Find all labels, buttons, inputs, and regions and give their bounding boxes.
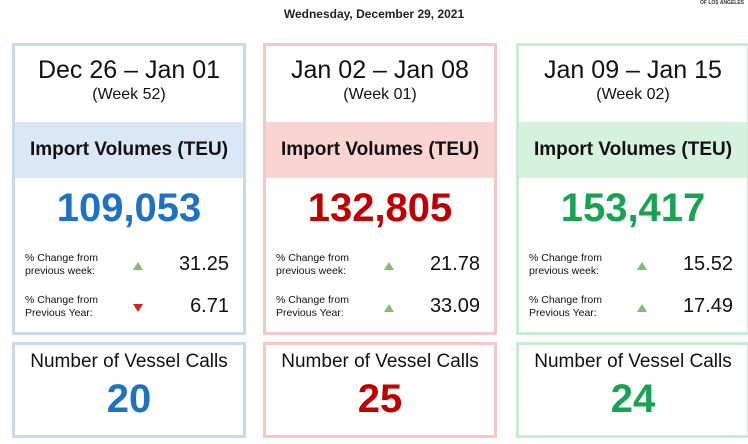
teu-value: 109,053 <box>56 186 202 230</box>
vessel-label: Number of Vessel Calls <box>534 351 732 372</box>
week-card: Jan 09 – Jan 15 (Week 02) Import Volumes (… <box>516 43 748 335</box>
week-number: (Week 01) <box>343 86 417 103</box>
change-label: % Change from Previous Year: <box>276 294 349 319</box>
arrow-shape <box>133 304 143 312</box>
change-label: % Change from previous week: <box>25 252 98 277</box>
import-label: Import Volumes (TEU) <box>266 122 494 178</box>
change-arrow <box>133 304 143 312</box>
vessel-value: 25 <box>357 377 403 421</box>
change-value: 17.49 <box>682 295 733 317</box>
import-label: Import Volumes (TEU) <box>519 122 747 178</box>
change-value: 15.52 <box>682 253 733 275</box>
vessel-value: 20 <box>106 377 152 421</box>
teu-value: 132,805 <box>307 186 453 230</box>
date: Wednesday, December 29, 2021 <box>283 7 465 21</box>
teu-value: 153,417 <box>560 186 706 230</box>
vessel-card: Number of Vessel Calls 20 <box>12 342 246 438</box>
change-arrow <box>637 304 647 312</box>
date-range: Jan 02 – Jan 08 <box>291 56 469 84</box>
change-value: 31.25 <box>178 253 229 275</box>
change-arrow <box>384 262 394 270</box>
vessel-label: Number of Vessel Calls <box>281 351 479 372</box>
arrow-shape <box>384 304 394 312</box>
week-number: (Week 52) <box>92 86 166 103</box>
change-value: 21.78 <box>429 253 480 275</box>
change-value: 33.09 <box>429 295 480 317</box>
change-value: 6.71 <box>190 295 229 317</box>
vessel-card: Number of Vessel Calls 25 <box>263 342 497 438</box>
change-label: % Change from Previous Year: <box>529 294 602 319</box>
week-card: Dec 26 – Jan 01 (Week 52) Import Volumes (… <box>12 43 246 335</box>
import-label: Import Volumes (TEU) <box>15 122 243 178</box>
date-range: Jan 09 – Jan 15 <box>544 56 722 84</box>
vessel-card: Number of Vessel Calls 24 <box>516 342 748 438</box>
arrow-shape <box>637 304 647 312</box>
change-label: % Change from Previous Year: <box>25 294 98 319</box>
arrow-shape <box>637 262 647 270</box>
vessel-label: Number of Vessel Calls <box>30 351 228 372</box>
change-arrow <box>384 304 394 312</box>
logo: OF LOS ANGELES <box>700 0 744 6</box>
date-range: Dec 26 – Jan 01 <box>37 56 221 84</box>
change-label: % Change from previous week: <box>529 252 602 277</box>
change-label: % Change from previous week: <box>276 252 349 277</box>
week-number: (Week 02) <box>596 86 670 103</box>
vessel-value: 24 <box>610 377 656 421</box>
change-arrow <box>637 262 647 270</box>
arrow-shape <box>384 262 394 270</box>
change-arrow <box>133 262 143 270</box>
arrow-shape <box>133 262 143 270</box>
week-card: Jan 02 – Jan 08 (Week 01) Import Volumes (… <box>263 43 497 335</box>
